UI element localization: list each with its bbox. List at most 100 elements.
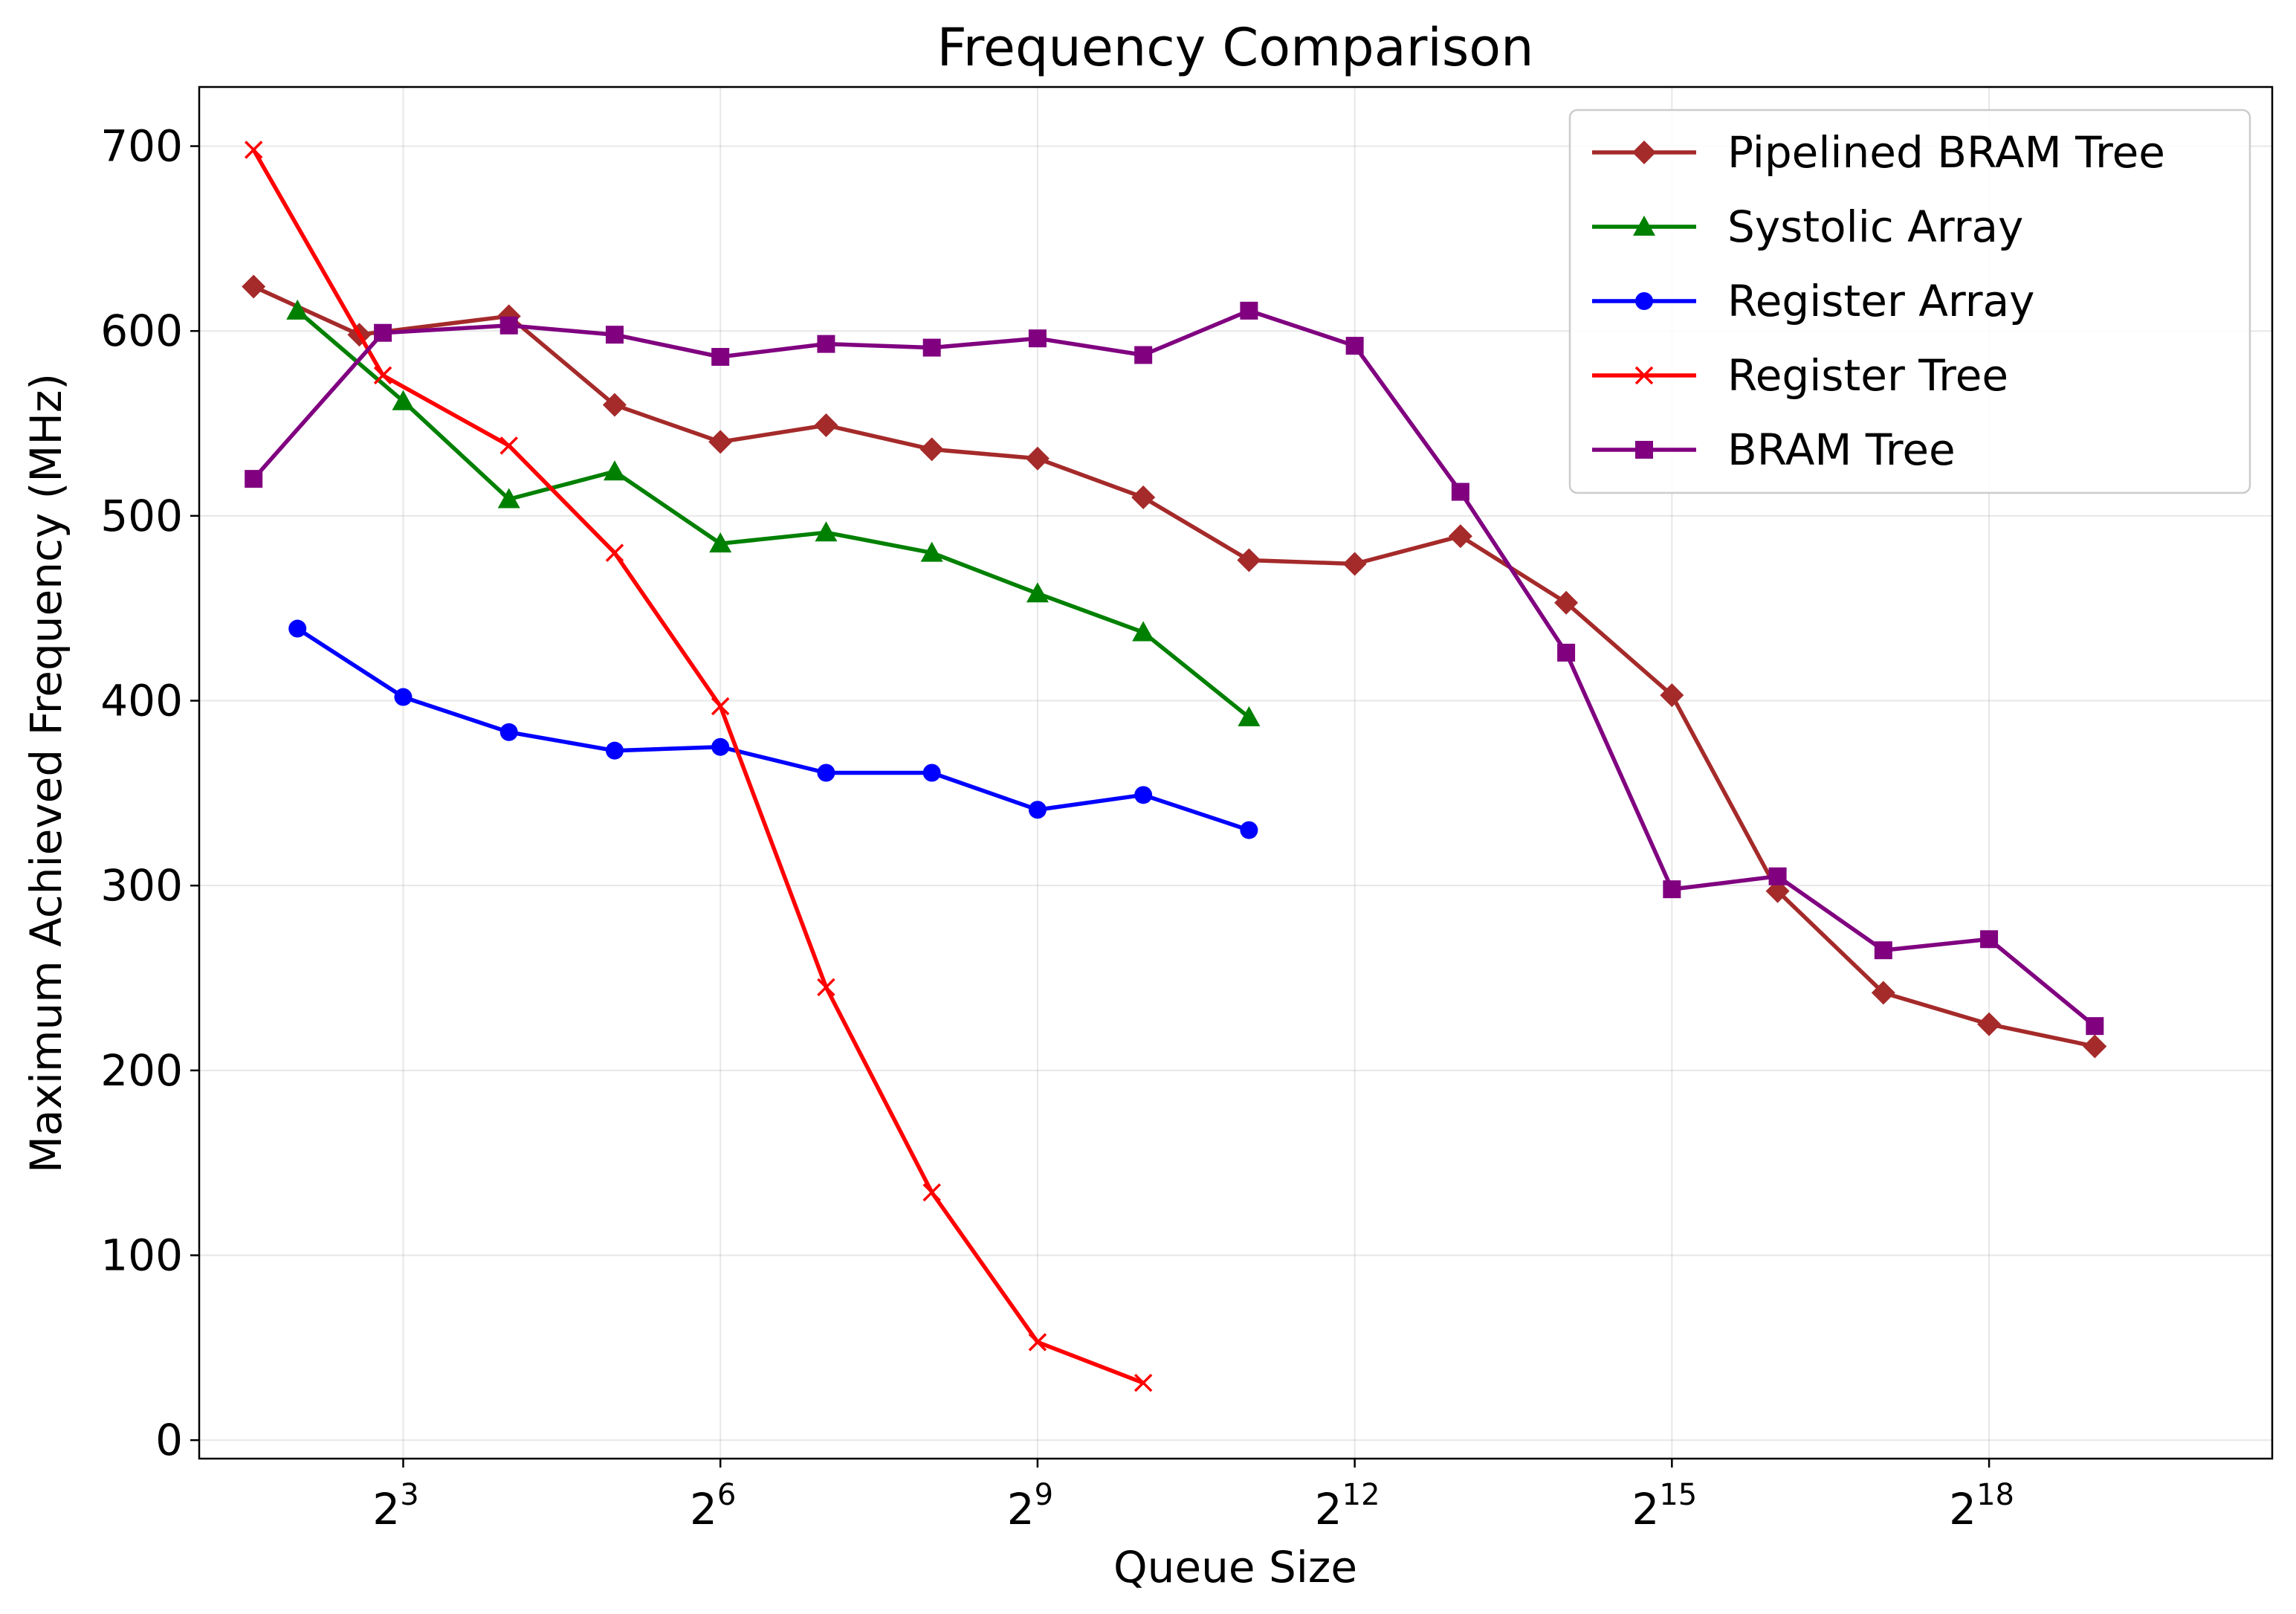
data-point-pipelined-bram-tree	[1448, 524, 1472, 549]
x-tick-exponent: 3	[400, 1478, 418, 1512]
series-register-array	[288, 619, 1258, 839]
data-point-register-tree	[1134, 1373, 1153, 1392]
data-point-systolic-array	[1026, 582, 1049, 603]
data-point-systolic-array	[815, 521, 838, 542]
legend-box	[1568, 109, 2251, 494]
data-point-pipelined-bram-tree	[1554, 590, 1579, 615]
data-point-pipelined-bram-tree	[1342, 552, 1367, 576]
x-marker-stroke	[1634, 366, 1654, 385]
data-point-systolic-array	[497, 488, 520, 509]
x-marker-stroke	[499, 436, 518, 455]
data-point-pipelined-bram-tree	[1977, 1012, 2002, 1036]
legend-item-bram-tree: BRAM Tree	[1592, 425, 1956, 475]
data-point-register-array	[605, 741, 624, 760]
legend-label-systolic-array: Systolic Array	[1727, 201, 2023, 252]
x-tick-label: 212	[1315, 1478, 1380, 1534]
data-point-bram-tree	[1345, 337, 1364, 355]
data-point-systolic-array	[920, 541, 943, 562]
data-point-pipelined-bram-tree	[2083, 1034, 2107, 1059]
x-tick-label: 29	[1007, 1478, 1053, 1534]
legend-item-register-tree: Register Tree	[1592, 350, 2008, 401]
series-line-bram-tree	[251, 309, 2098, 1028]
data-point-systolic-array	[286, 299, 309, 320]
data-point-register-tree	[711, 697, 730, 716]
legend-label-register-array: Register Array	[1727, 276, 2034, 326]
y-tick-label: 0	[155, 1415, 183, 1465]
data-point-pipelined-bram-tree	[708, 430, 733, 454]
y-axis-label: Maximum Achieved Frequency (MHz)	[21, 373, 71, 1173]
x-tick-label: 23	[372, 1478, 418, 1534]
series-line-systolic-array	[295, 309, 1252, 720]
data-point-register-array	[1134, 786, 1153, 804]
data-point-register-tree	[499, 436, 518, 455]
x-tick-label: 218	[1949, 1478, 2014, 1534]
data-point-pipelined-bram-tree	[1871, 981, 1895, 1005]
y-tick-label: 400	[100, 676, 183, 726]
data-point-pipelined-bram-tree	[242, 274, 266, 299]
x-axis-label: Queue Size	[1113, 1542, 1357, 1592]
x-tick-label: 215	[1632, 1478, 1697, 1534]
data-point-bram-tree	[245, 470, 263, 488]
x-marker-stroke	[922, 1183, 941, 1202]
data-point-register-array	[711, 737, 730, 756]
data-point-bram-tree	[374, 323, 392, 342]
data-point-register-array	[1240, 821, 1258, 839]
x-tick-base: 2	[1949, 1484, 1976, 1534]
legend-swatch-marker	[1634, 366, 1654, 385]
y-tick-label: 500	[100, 491, 183, 541]
data-point-pipelined-bram-tree	[1025, 446, 1050, 471]
data-point-register-tree	[1028, 1333, 1047, 1352]
x-marker-stroke	[1134, 1373, 1153, 1392]
series-register-tree	[244, 141, 1153, 1392]
legend-item-systolic-array: Systolic Array	[1592, 201, 2023, 252]
x-marker-stroke	[711, 697, 730, 716]
data-point-register-tree	[605, 543, 624, 562]
data-point-register-array	[499, 723, 518, 741]
legend-swatch-marker	[1635, 441, 1653, 459]
data-point-bram-tree	[499, 316, 518, 335]
data-point-register-tree	[817, 978, 835, 997]
x-tick-base: 2	[1007, 1484, 1035, 1534]
x-tick-base: 2	[690, 1484, 717, 1534]
legend-item-register-array: Register Array	[1592, 276, 2034, 326]
data-point-register-array	[922, 764, 941, 782]
data-point-systolic-array	[603, 460, 626, 481]
data-point-systolic-array	[709, 532, 732, 553]
data-point-bram-tree	[711, 348, 730, 367]
legend-label-bram-tree: BRAM Tree	[1727, 425, 1956, 475]
x-marker-stroke	[373, 366, 392, 385]
data-point-pipelined-bram-tree	[919, 437, 944, 462]
data-point-register-array	[817, 764, 835, 782]
x-tick-exponent: 6	[717, 1478, 736, 1512]
series-layer	[242, 141, 2107, 1392]
grid	[199, 87, 2272, 1459]
x-tick-exponent: 15	[1659, 1478, 1697, 1512]
x-tick-label: 26	[690, 1478, 736, 1534]
data-point-systolic-array	[392, 390, 415, 410]
x-tick-exponent: 12	[1342, 1478, 1380, 1512]
data-point-bram-tree	[1028, 329, 1047, 348]
x-tick-exponent: 18	[1976, 1478, 2014, 1512]
y-tick-label: 100	[100, 1230, 183, 1280]
x-tick-base: 2	[372, 1484, 400, 1534]
x-tick-exponent: 9	[1035, 1478, 1053, 1512]
x-marker-stroke	[817, 978, 835, 997]
y-tick-label: 700	[100, 121, 183, 172]
data-point-systolic-array	[1132, 621, 1155, 642]
data-point-register-tree	[373, 366, 392, 385]
x-marker-stroke	[605, 543, 624, 562]
data-point-bram-tree	[2086, 1017, 2104, 1036]
x-tick-base: 2	[1315, 1484, 1342, 1534]
y-tick-label: 300	[100, 860, 183, 911]
legend-swatch-marker	[1633, 216, 1655, 236]
legend-item-pipelined-bram-tree: Pipelined BRAM Tree	[1592, 127, 2165, 178]
data-point-pipelined-bram-tree	[814, 413, 838, 438]
data-point-bram-tree	[817, 335, 835, 353]
data-point-register-tree	[922, 1183, 941, 1202]
legend: Pipelined BRAM Tree Systolic Array Registe…	[1568, 109, 2251, 494]
legend-label-register-tree: Register Tree	[1727, 350, 2008, 401]
series-line-register-array	[295, 626, 1252, 833]
data-point-bram-tree	[1134, 346, 1153, 364]
data-point-bram-tree	[1768, 867, 1787, 885]
